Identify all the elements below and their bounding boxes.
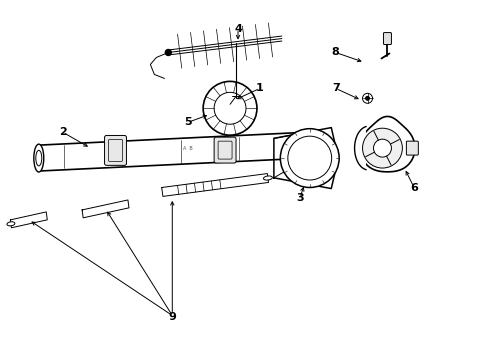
- Circle shape: [363, 93, 372, 103]
- Polygon shape: [162, 174, 269, 197]
- FancyBboxPatch shape: [384, 32, 392, 45]
- Polygon shape: [82, 200, 129, 218]
- FancyBboxPatch shape: [406, 141, 418, 155]
- Text: 7: 7: [332, 84, 340, 93]
- Circle shape: [365, 96, 370, 101]
- Text: 4: 4: [234, 24, 242, 33]
- Circle shape: [165, 50, 172, 55]
- Circle shape: [373, 139, 392, 157]
- FancyBboxPatch shape: [104, 135, 126, 165]
- Ellipse shape: [264, 176, 272, 180]
- Text: 1: 1: [256, 84, 264, 93]
- Polygon shape: [10, 212, 48, 228]
- Text: A  B: A B: [183, 146, 193, 151]
- Text: 2: 2: [59, 127, 67, 137]
- FancyBboxPatch shape: [214, 137, 236, 163]
- Text: 5: 5: [184, 117, 192, 127]
- Ellipse shape: [34, 144, 44, 172]
- Text: 3: 3: [296, 193, 304, 203]
- Text: 6: 6: [411, 183, 418, 193]
- Text: 9: 9: [169, 312, 176, 323]
- Circle shape: [280, 129, 339, 188]
- Text: 8: 8: [332, 48, 340, 58]
- Polygon shape: [360, 116, 415, 172]
- Circle shape: [363, 128, 402, 168]
- Ellipse shape: [7, 222, 15, 226]
